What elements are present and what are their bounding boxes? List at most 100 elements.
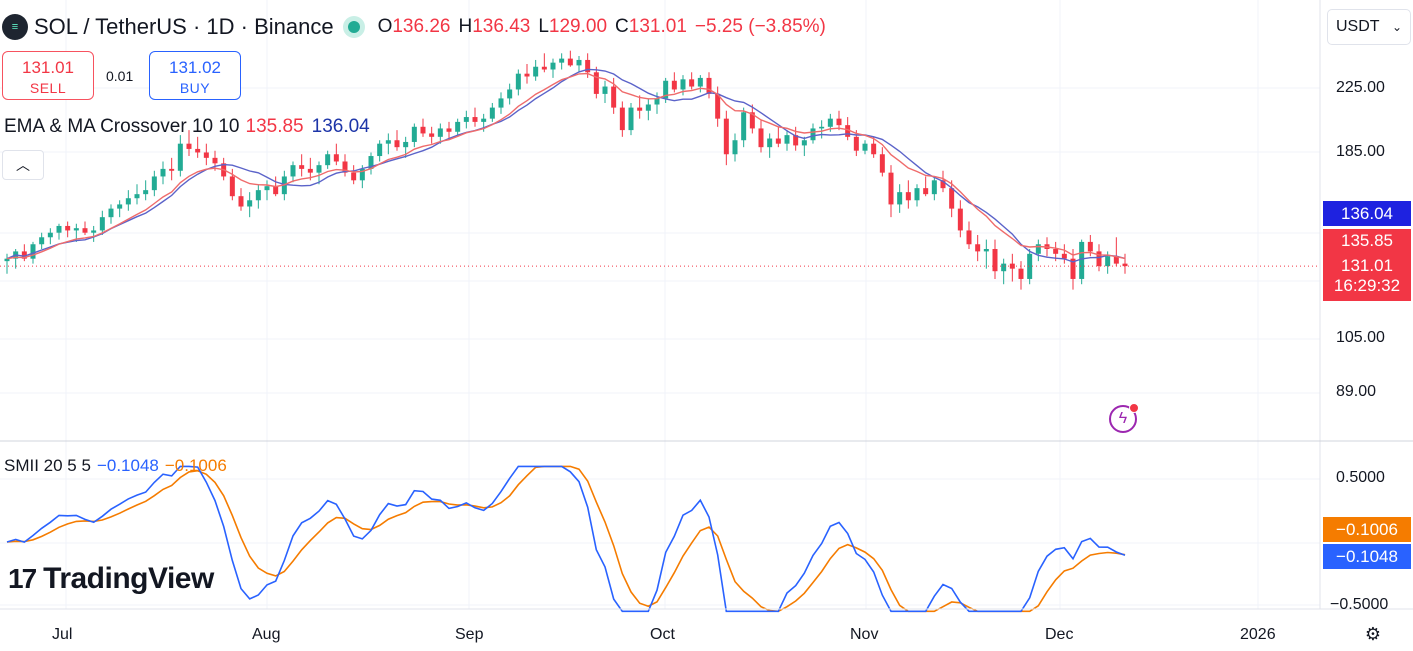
candle-body: [1105, 256, 1111, 267]
candle-body: [160, 168, 166, 177]
tradingview-logo[interactable]: 17 TradingView: [8, 562, 214, 596]
candle-body: [125, 198, 131, 205]
price-axis-label: 185.00: [1336, 143, 1385, 160]
candle-body: [602, 86, 608, 94]
candle-body: [533, 66, 539, 77]
candle-body: [342, 161, 348, 173]
candle-body: [775, 138, 781, 144]
candle-body: [420, 126, 426, 134]
candle-body: [333, 154, 339, 162]
chart-grid: [0, 0, 1321, 609]
candle-body: [1079, 241, 1085, 279]
candle-body: [195, 148, 201, 153]
candle-body: [117, 204, 123, 209]
candle-body: [741, 112, 747, 141]
collapse-legend-button[interactable]: ︿: [2, 150, 44, 180]
candle-body: [559, 58, 565, 63]
candle-body: [689, 79, 695, 87]
candle-body: [507, 89, 513, 99]
ema-ma-legend[interactable]: EMA & MA Crossover 10 10 135.85 136.04: [4, 116, 370, 138]
candle-body: [264, 186, 270, 191]
candle-body: [992, 248, 998, 272]
ema-price-tag: 135.85: [1323, 229, 1411, 253]
candle-body: [203, 152, 209, 158]
candle-body: [1027, 253, 1033, 279]
candle-body: [819, 126, 825, 129]
candle-body: [706, 77, 712, 94]
candle-body: [56, 225, 62, 233]
buy-label: BUY: [179, 80, 211, 96]
candle-body: [827, 118, 833, 127]
sell-button[interactable]: 131.01 SELL: [2, 51, 94, 100]
candle-body: [749, 112, 755, 129]
price-axis-label: 225.00: [1336, 79, 1385, 96]
candle-body: [143, 190, 149, 195]
candle-body: [169, 168, 175, 171]
indicator-name: EMA & MA Crossover 10 10: [4, 116, 240, 137]
currency-select[interactable]: USDT ⌄: [1327, 9, 1411, 45]
ema-line: [6, 72, 1126, 260]
price-axis-label: 105.00: [1336, 329, 1385, 346]
candle-body: [177, 143, 183, 171]
candle-body: [732, 140, 738, 155]
candle-body: [853, 136, 859, 151]
smii-legend[interactable]: SMII 20 5 5 −0.1048 −0.1006: [4, 456, 227, 476]
symbol-header[interactable]: ≡ SOL / TetherUS · 1D · Binance O 136.26 …: [0, 12, 826, 42]
candle-body: [923, 188, 929, 195]
time-axis-label: 2026: [1240, 626, 1276, 643]
candle-body: [515, 73, 521, 90]
currency-value: USDT: [1336, 18, 1380, 35]
time-axis-label: Nov: [850, 626, 879, 643]
candle-body: [299, 165, 305, 169]
candle-body: [524, 73, 530, 77]
candle-body: [1018, 268, 1024, 279]
candle-body: [914, 188, 920, 201]
candle-body: [888, 172, 894, 205]
candle-body: [611, 86, 617, 108]
candle-body: [307, 168, 313, 173]
candle-body: [845, 125, 851, 137]
smii-tag: −0.1048: [1323, 544, 1411, 569]
last-price: 131.01: [1341, 256, 1393, 275]
candle-body: [212, 157, 218, 164]
lightning-icon[interactable]: ϟ: [1109, 403, 1139, 433]
candle-body: [628, 107, 634, 131]
close-value: 131.01: [628, 16, 687, 37]
market-status-icon[interactable]: [347, 21, 360, 33]
candle-body: [784, 135, 790, 144]
sell-price: 131.01: [22, 58, 74, 77]
candle-body: [836, 118, 842, 126]
candle-body: [541, 66, 547, 70]
candle-body: [411, 126, 417, 142]
candle-body: [931, 180, 937, 195]
time-axis-label: Sep: [455, 626, 484, 643]
ma-value: 136.04: [311, 116, 370, 137]
symbol-title[interactable]: SOL / TetherUS · 1D · Binance: [34, 14, 334, 39]
candle-body: [359, 168, 365, 181]
settings-gear-icon[interactable]: ⚙: [1364, 624, 1382, 644]
notification-dot: [1129, 403, 1139, 413]
candle-body: [446, 128, 452, 132]
candle-body: [645, 104, 651, 111]
smii-line: [6, 465, 1126, 613]
candle-body: [715, 93, 721, 119]
candle-body: [39, 237, 45, 245]
candle-body: [758, 128, 764, 148]
candle-body: [247, 200, 253, 207]
solana-logo-icon: ≡: [2, 14, 28, 40]
open-label: O: [377, 16, 393, 37]
candle-body: [403, 141, 409, 148]
buy-button[interactable]: 131.02 BUY: [149, 51, 241, 100]
signal-value: −0.1006: [164, 456, 227, 475]
buy-price: 131.02: [169, 58, 221, 77]
osc-axis-label: 0.5000: [1336, 469, 1385, 486]
sell-label: SELL: [29, 80, 67, 96]
candle-body: [437, 128, 443, 137]
time-axis-label: Oct: [650, 626, 675, 643]
tradingview-mark-icon: 17: [8, 563, 37, 594]
candle-body: [1113, 256, 1119, 264]
candle-body: [663, 80, 669, 99]
candle-body: [4, 258, 10, 262]
candle-body: [793, 135, 799, 146]
